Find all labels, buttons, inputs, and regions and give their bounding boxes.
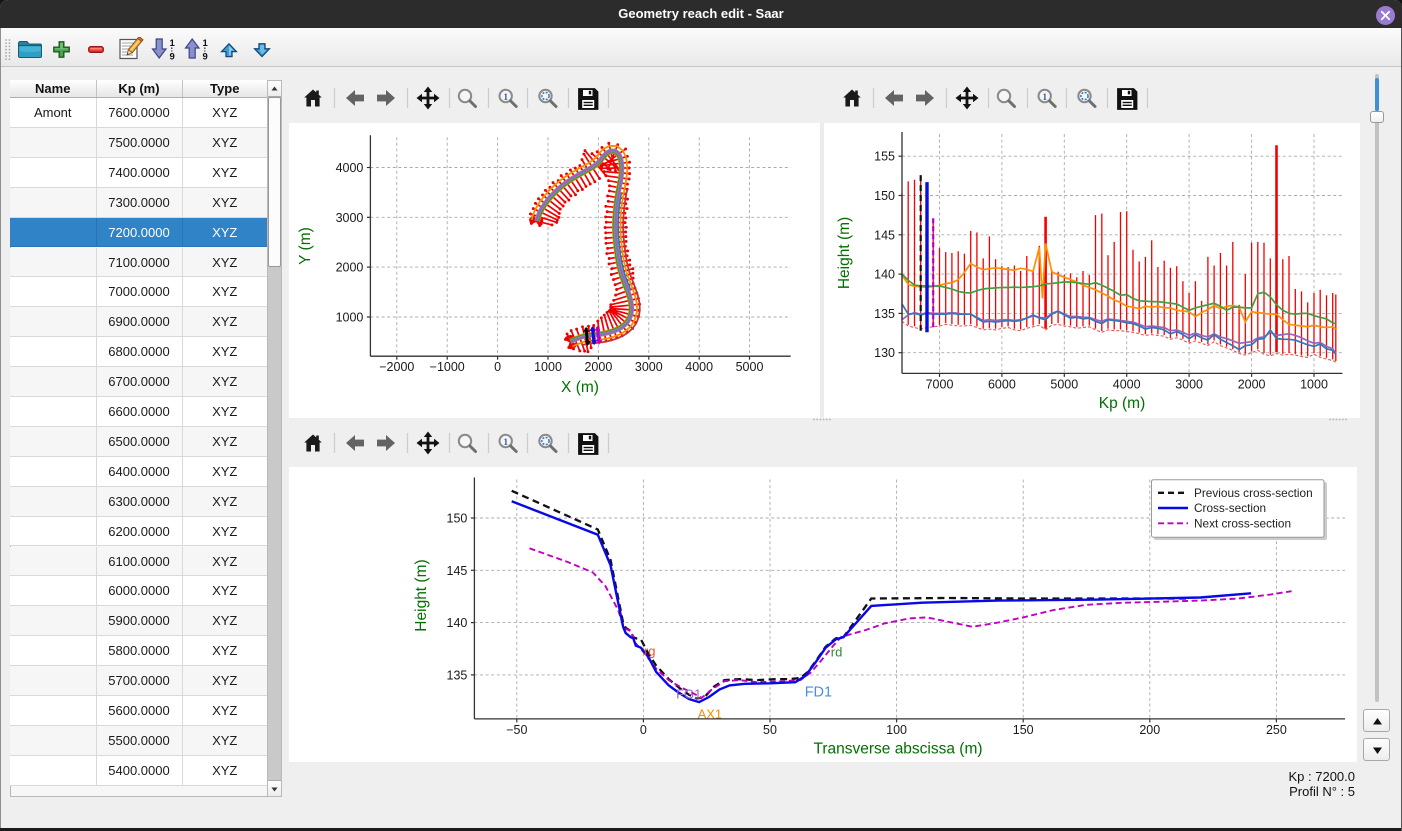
svg-text:−2000: −2000 <box>379 360 414 374</box>
svg-text:4000: 4000 <box>1113 377 1141 391</box>
svg-text:150: 150 <box>874 189 895 203</box>
svg-text:−1000: −1000 <box>430 360 465 374</box>
svg-text:3000: 3000 <box>1175 377 1203 391</box>
svg-text:−50: −50 <box>506 722 527 736</box>
svg-text:1: 1 <box>170 38 176 49</box>
svg-text:50: 50 <box>763 722 777 736</box>
svg-text:Kp (m): Kp (m) <box>1099 395 1146 412</box>
svg-text:2000: 2000 <box>584 360 612 374</box>
svg-text:2000: 2000 <box>1238 377 1266 391</box>
svg-text:Height (m): Height (m) <box>836 217 853 289</box>
svg-text:9: 9 <box>170 52 175 63</box>
svg-text:140: 140 <box>874 268 895 282</box>
svg-text:155: 155 <box>874 150 895 164</box>
svg-text:1: 1 <box>503 437 508 447</box>
svg-text:130: 130 <box>874 346 895 360</box>
svg-text:0: 0 <box>494 360 501 374</box>
svg-text:145: 145 <box>447 563 468 577</box>
svg-text:100: 100 <box>886 722 907 736</box>
svg-text:Next cross-section: Next cross-section <box>1194 516 1291 530</box>
svg-text:145: 145 <box>874 228 895 242</box>
svg-text:150: 150 <box>447 511 468 525</box>
svg-text:150: 150 <box>1013 722 1034 736</box>
svg-text:0: 0 <box>640 722 647 736</box>
svg-text:6000: 6000 <box>988 377 1016 391</box>
svg-text:135: 135 <box>447 668 468 682</box>
svg-text:Cross-section: Cross-section <box>1194 501 1266 515</box>
svg-text:rd: rd <box>831 644 843 659</box>
svg-text:135: 135 <box>874 307 895 321</box>
svg-text:Y (m): Y (m) <box>297 227 314 265</box>
svg-text:1000: 1000 <box>336 311 364 325</box>
svg-text:4000: 4000 <box>336 161 364 175</box>
svg-text:1000: 1000 <box>534 360 562 374</box>
svg-text:FG1: FG1 <box>676 686 701 701</box>
svg-text:3000: 3000 <box>336 211 364 225</box>
svg-text:3000: 3000 <box>635 360 663 374</box>
svg-text:140: 140 <box>447 616 468 630</box>
svg-text:7000: 7000 <box>926 377 954 391</box>
svg-text:4000: 4000 <box>685 360 713 374</box>
svg-text:9: 9 <box>203 52 208 63</box>
svg-text:Transverse abscissa (m): Transverse abscissa (m) <box>813 740 982 757</box>
svg-text:Height (m): Height (m) <box>413 559 430 631</box>
svg-text:200: 200 <box>1139 722 1160 736</box>
svg-text:1: 1 <box>1042 92 1047 102</box>
svg-text:1: 1 <box>503 92 508 102</box>
svg-text:250: 250 <box>1266 722 1287 736</box>
svg-text:AX1: AX1 <box>698 706 723 721</box>
svg-text:2000: 2000 <box>336 261 364 275</box>
svg-text:1000: 1000 <box>1300 377 1328 391</box>
svg-text:rg: rg <box>644 643 656 658</box>
svg-text:Previous cross-section: Previous cross-section <box>1194 485 1313 499</box>
svg-text:1: 1 <box>203 38 209 49</box>
svg-text:5000: 5000 <box>736 360 764 374</box>
svg-text:X (m): X (m) <box>561 379 599 396</box>
svg-text:FD1: FD1 <box>805 684 832 700</box>
svg-text:5000: 5000 <box>1050 377 1078 391</box>
